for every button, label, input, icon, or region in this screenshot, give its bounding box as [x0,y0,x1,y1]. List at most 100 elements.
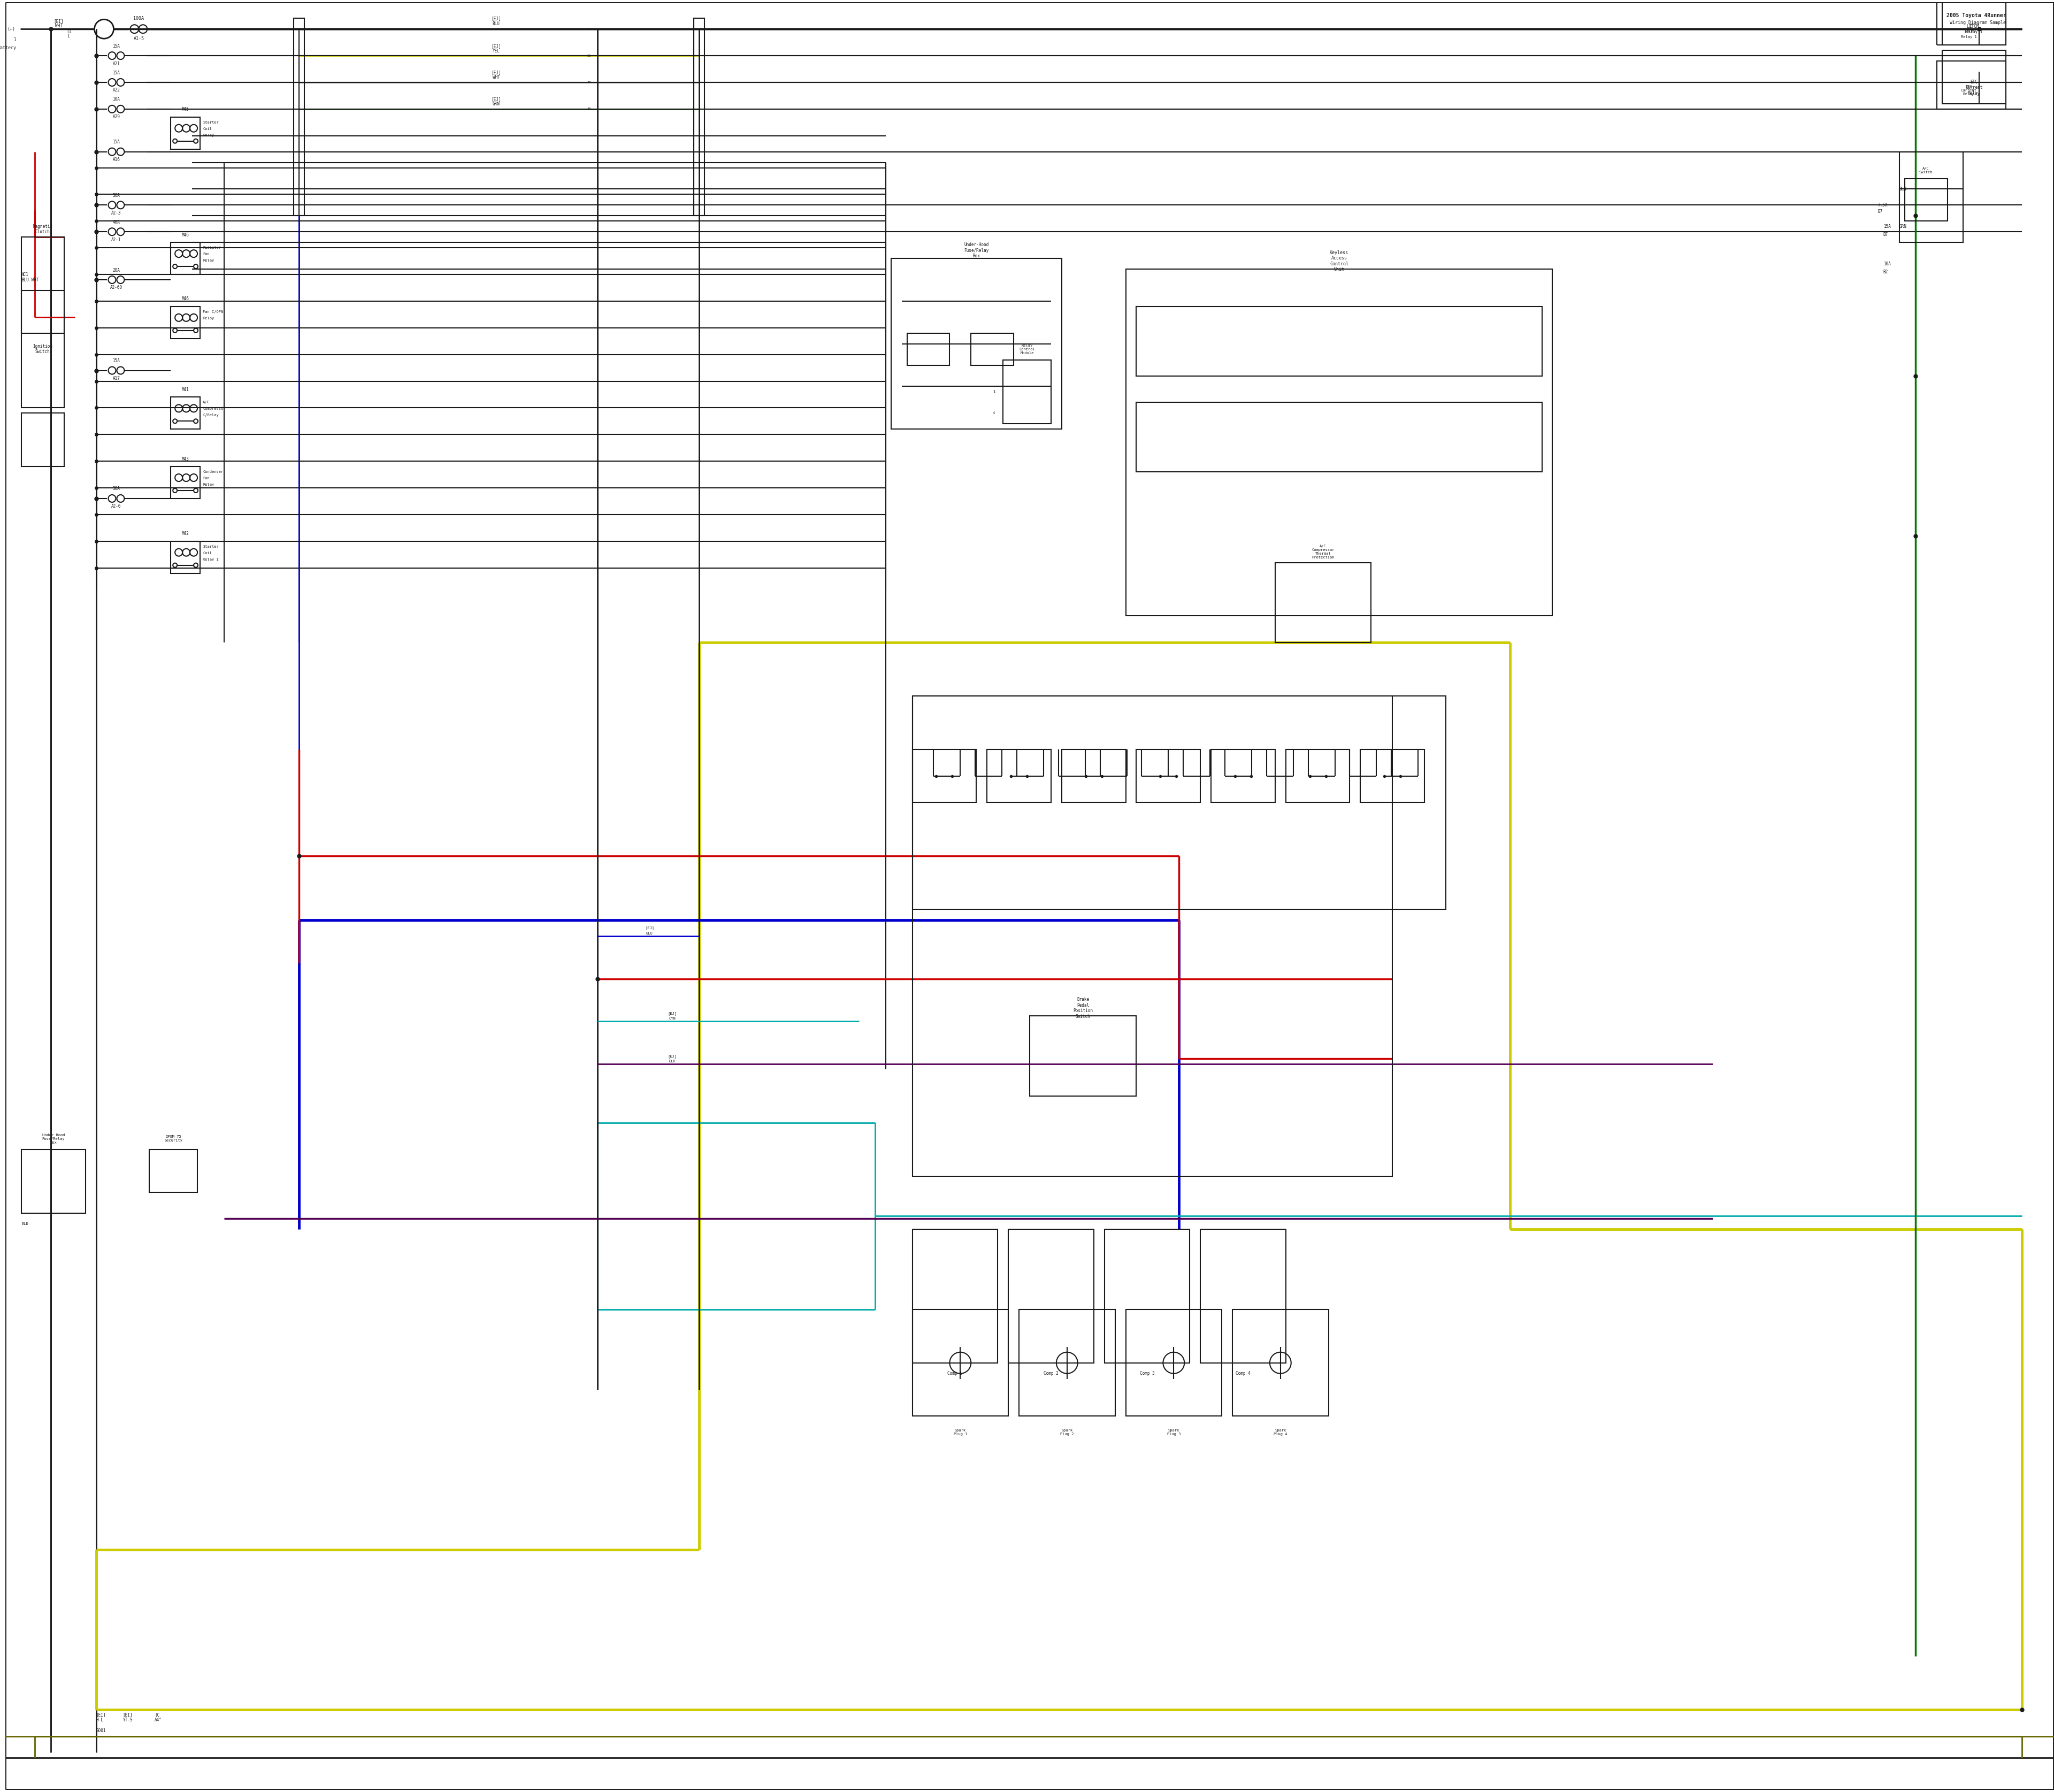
Circle shape [193,328,197,333]
Text: C/Relay: C/Relay [203,414,218,418]
Text: 15A: 15A [113,140,119,145]
Bar [170,398,199,428]
Text: 100A: 100A [134,16,144,22]
Text: Spark
Plug 4: Spark Plug 4 [1273,1428,1288,1435]
Bar [1900,190,1964,242]
Text: [EI]: [EI] [53,18,64,23]
Text: 30A: 30A [113,486,119,491]
Text: Spark
Plug 1: Spark Plug 1 [953,1428,967,1435]
Text: [C: [C [154,1713,160,1717]
Text: [EJ]: [EJ] [491,70,501,75]
Text: 7.5A: 7.5A [1877,202,1888,208]
Text: S001: S001 [97,1729,107,1733]
Bar [1126,269,1553,616]
Text: Relay: Relay [203,317,214,319]
Bar [1904,179,1947,220]
Text: B7: B7 [1877,210,1884,213]
Bar [912,749,976,803]
Text: 1: 1 [14,38,16,41]
Text: [EJ]: [EJ] [668,1011,676,1016]
Text: Coil: Coil [203,127,212,131]
Text: B2: B2 [1884,269,1888,274]
Bar [1900,152,1964,204]
Bar [1360,749,1425,803]
Bar [988,749,1052,803]
Text: Fan: Fan [203,477,210,480]
Text: 10A: 10A [113,97,119,102]
Bar [1029,1016,1136,1097]
Text: A2-1: A2-1 [111,237,121,242]
Text: 30: 30 [587,81,592,84]
Text: A16: A16 [113,158,119,161]
Text: A21: A21 [113,61,119,66]
Text: M46: M46 [181,233,189,237]
Text: A2-60: A2-60 [111,285,123,290]
Text: M42: M42 [181,530,189,536]
Text: A/C
Switch: A/C Switch [1918,167,1933,174]
Text: Under Hood
Fuse/Relay
Box: Under Hood Fuse/Relay Box [41,1133,66,1143]
Text: (+): (+) [6,27,14,32]
Bar [1126,1310,1222,1416]
Bar [170,306,199,339]
Text: 40A: 40A [113,220,119,224]
Circle shape [193,563,197,568]
Text: L1: L1 [1966,23,1972,29]
Bar [891,258,1062,428]
Text: Comp 1: Comp 1 [947,1371,963,1376]
Text: Spark
Plug 2: Spark Plug 2 [1060,1428,1074,1435]
Text: 40: 40 [587,108,592,111]
Bar [1009,1229,1093,1364]
Text: ETC
Current
Relay: ETC Current Relay [1966,79,1982,95]
Bar [912,695,1446,909]
Text: [EJ]: [EJ] [491,97,501,102]
Text: [EJ]: [EJ] [645,926,655,930]
Text: Relay 1: Relay 1 [1962,36,1976,39]
Circle shape [173,328,177,333]
Text: Condenser: Condenser [203,470,224,473]
Bar [1136,749,1200,803]
Text: 15A: 15A [113,70,119,75]
Bar [294,18,304,215]
Bar [21,414,64,466]
Text: A2-3: A2-3 [111,211,121,215]
Text: [EJ]: [EJ] [668,1054,676,1057]
Text: [EJ]: [EJ] [491,16,501,22]
Bar [170,466,199,498]
Text: Ignition
Switch: Ignition Switch [33,344,53,355]
Text: WHT: WHT [493,75,499,81]
Bar [150,1149,197,1192]
Bar [21,1149,86,1213]
Text: Comp 4: Comp 4 [1237,1371,1251,1376]
Text: Battery: Battery [0,45,16,50]
Text: BLU-WHT: BLU-WHT [21,278,39,281]
Text: DLR: DLR [670,1059,676,1063]
Text: WHT: WHT [55,23,62,29]
Text: Magnetic
Clutch: Magnetic Clutch [33,224,53,235]
Text: YEL: YEL [493,48,499,54]
Text: ETCM: ETCM [1964,30,1974,34]
Bar [972,333,1015,366]
Bar [21,237,64,333]
Circle shape [173,489,177,493]
Text: ETCM
Relay 1: ETCM Relay 1 [1966,23,1982,34]
Text: BLN: BLN [1900,186,1906,192]
Text: CYN: CYN [670,1018,676,1020]
Bar [694,18,705,215]
Text: Wiring Diagram Sample: Wiring Diagram Sample [1949,20,2007,25]
Bar [170,116,199,149]
Bar [1232,1310,1329,1416]
Circle shape [173,140,177,143]
Text: Compressor: Compressor [203,407,226,410]
Text: Relay
Control
Module: Relay Control Module [1019,344,1035,355]
Text: Brake
Pedal
Position
Switch: Brake Pedal Position Switch [1072,998,1093,1020]
Text: Relay: Relay [203,134,214,136]
Bar [1002,360,1052,425]
Text: T1: T1 [66,29,72,34]
Text: 20A: 20A [113,267,119,272]
Circle shape [173,419,177,423]
Bar [170,242,199,274]
Bar [1212,749,1276,803]
Text: A22: A22 [113,88,119,93]
Text: 15A: 15A [113,358,119,364]
Text: Radiator: Radiator [203,246,222,249]
